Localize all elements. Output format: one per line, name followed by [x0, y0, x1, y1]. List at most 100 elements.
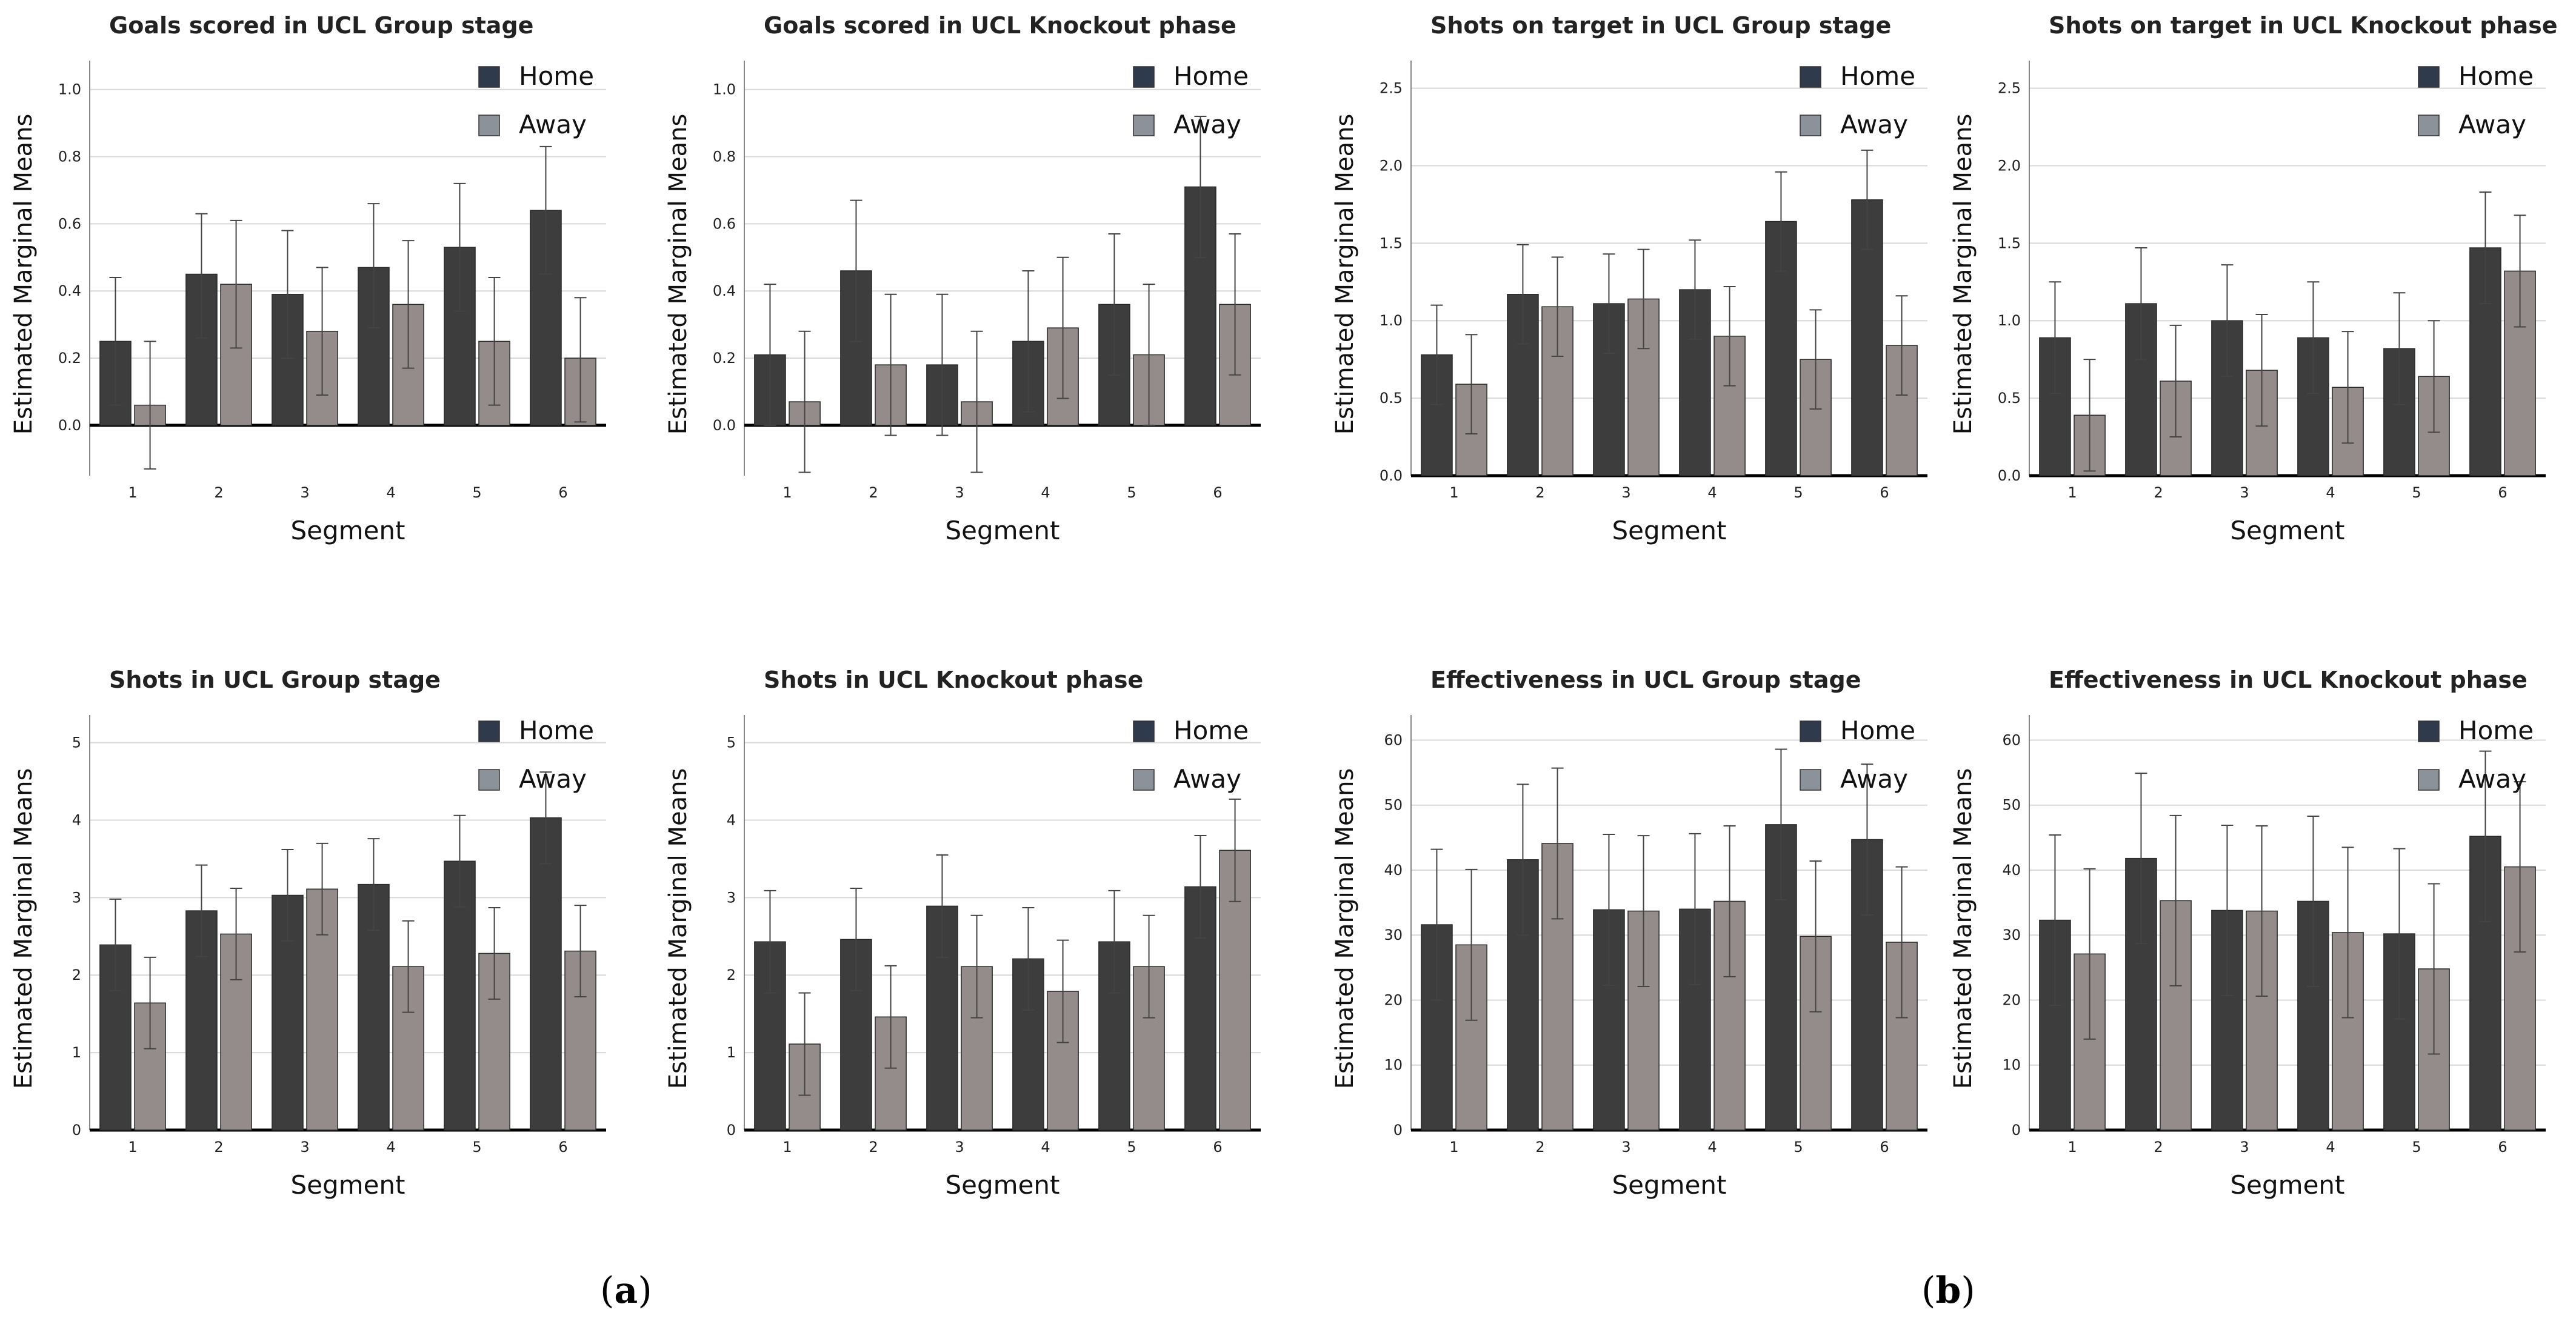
- x-tick-label: 6: [1213, 484, 1222, 501]
- y-tick-label: 2: [72, 966, 81, 983]
- x-axis-label: Segment: [1612, 516, 1727, 545]
- error-bar: [574, 297, 587, 423]
- error-bar: [1056, 256, 1069, 399]
- y-tick-label: 0: [1393, 1122, 1403, 1139]
- x-tick-label: 5: [472, 1139, 481, 1156]
- x-axis-label: Segment: [946, 516, 1060, 545]
- error-bar: [402, 920, 415, 1013]
- legend-label-away: Away: [2458, 764, 2526, 794]
- legend-label-away: Away: [519, 110, 587, 139]
- error-bar: [453, 814, 466, 908]
- bar-away-5: [478, 953, 510, 1131]
- y-tick-label: 2.0: [1998, 157, 2021, 174]
- error-bar: [2428, 320, 2440, 433]
- error-bar: [1723, 825, 1736, 977]
- error-bar: [1551, 767, 1564, 920]
- legend-label-away: Away: [1173, 110, 1241, 139]
- legend-swatch-home: [1800, 66, 1821, 88]
- legend-label-home: Home: [519, 716, 594, 745]
- error-bar: [230, 888, 242, 980]
- error-bar: [1809, 309, 1822, 410]
- y-tick-label: 0.4: [58, 282, 81, 299]
- error-bar: [2049, 281, 2061, 394]
- error-bar: [1229, 233, 1241, 376]
- error-bar: [1775, 748, 1787, 901]
- x-axis-label: Segment: [2231, 1170, 2345, 1200]
- error-bar: [367, 838, 380, 931]
- error-bar: [195, 864, 208, 957]
- legend-label-away: Away: [1173, 764, 1241, 794]
- y-tick-label: 0.0: [713, 417, 736, 434]
- y-tick-label: 1.5: [1380, 234, 1403, 251]
- error-bar: [1895, 295, 1908, 396]
- x-tick-label: 5: [1127, 484, 1136, 501]
- error-bar: [1517, 783, 1529, 936]
- legend-swatch-away: [478, 115, 500, 136]
- chart-title: Shots on target in UCL Knockout phase: [2049, 12, 2558, 39]
- y-tick-label: 1: [727, 1044, 736, 1061]
- y-tick-label: 30: [1384, 926, 1403, 943]
- x-tick-label: 2: [214, 484, 223, 501]
- error-bar: [798, 992, 811, 1096]
- x-tick-label: 1: [128, 484, 137, 501]
- legend-swatch-home: [1133, 720, 1155, 742]
- error-bar: [230, 219, 242, 349]
- x-tick-label: 5: [2412, 484, 2421, 501]
- legend: Home Away: [1133, 716, 1249, 794]
- error-bar: [1517, 244, 1529, 345]
- chart-title: Shots in UCL Knockout phase: [764, 667, 1143, 693]
- legend-label-away: Away: [1840, 764, 1908, 794]
- y-tick-label: 0.4: [713, 282, 736, 299]
- x-tick-label: 4: [1707, 1139, 1717, 1156]
- error-bar: [936, 854, 949, 958]
- error-bar: [109, 898, 122, 991]
- x-tick-label: 1: [782, 1139, 792, 1156]
- legend-label-away: Away: [2458, 110, 2526, 139]
- error-bar: [2514, 781, 2526, 953]
- error-bar: [2393, 292, 2406, 405]
- error-bar: [1022, 270, 1035, 413]
- x-tick-label: 4: [2326, 1139, 2335, 1156]
- x-tick-label: 2: [869, 484, 878, 501]
- x-tick-label: 3: [300, 1139, 309, 1156]
- chart-effectiveness-knockout-phase: Effectiveness in UCL Knockout phase 0 10 20…: [1949, 667, 2546, 1200]
- y-tick-label: 5: [72, 734, 81, 751]
- chart-shots-knockout-phase: Shots in UCL Knockout phase 0 1 2 3 4 5 1 2 3 4 5 6 S…: [664, 667, 1261, 1200]
- chart-title: Goals scored in UCL Knockout phase: [764, 12, 1236, 39]
- x-tick-label: 2: [2154, 1139, 2163, 1156]
- legend: Home Away: [478, 61, 594, 139]
- error-bar: [1895, 866, 1908, 1019]
- error-bar: [1723, 285, 1736, 387]
- y-tick-label: 0.5: [1998, 390, 2021, 407]
- x-tick-label: 2: [214, 1139, 223, 1156]
- error-bar: [2169, 814, 2182, 986]
- error-bar: [316, 842, 329, 936]
- legend-label-home: Home: [2458, 61, 2534, 91]
- error-bar: [970, 914, 983, 1019]
- x-tick-label: 3: [1621, 484, 1630, 501]
- y-tick-label: 0: [727, 1122, 736, 1139]
- error-bar: [850, 199, 863, 342]
- x-tick-label: 1: [128, 1139, 137, 1156]
- chart-shots-on-target-group-stage: Shots on target in UCL Group stage 0.0 0.5…: [1331, 12, 1927, 545]
- chart-title: Goals scored in UCL Group stage: [109, 12, 533, 39]
- y-axis-label: Estimated Marginal Means: [1949, 768, 1977, 1089]
- y-axis-label: Estimated Marginal Means: [1331, 114, 1359, 435]
- y-tick-label: 1.0: [713, 81, 736, 98]
- x-tick-label: 4: [1041, 1139, 1050, 1156]
- legend: Home Away: [478, 716, 594, 794]
- error-bar: [2307, 815, 2320, 987]
- error-bar: [144, 956, 156, 1049]
- x-tick-label: 3: [1621, 1139, 1630, 1156]
- bar-away-6: [2504, 270, 2536, 476]
- error-bar: [1194, 116, 1207, 258]
- error-bar: [281, 849, 294, 942]
- legend-swatch-home: [1133, 66, 1155, 88]
- y-tick-label: 5: [727, 734, 736, 751]
- y-tick-label: 1.0: [58, 81, 81, 98]
- y-tick-label: 0.6: [58, 215, 81, 232]
- error-bar: [1430, 304, 1443, 405]
- x-tick-label: 1: [1449, 484, 1458, 501]
- y-tick-label: 10: [2002, 1057, 2021, 1074]
- error-bar: [1861, 763, 1874, 916]
